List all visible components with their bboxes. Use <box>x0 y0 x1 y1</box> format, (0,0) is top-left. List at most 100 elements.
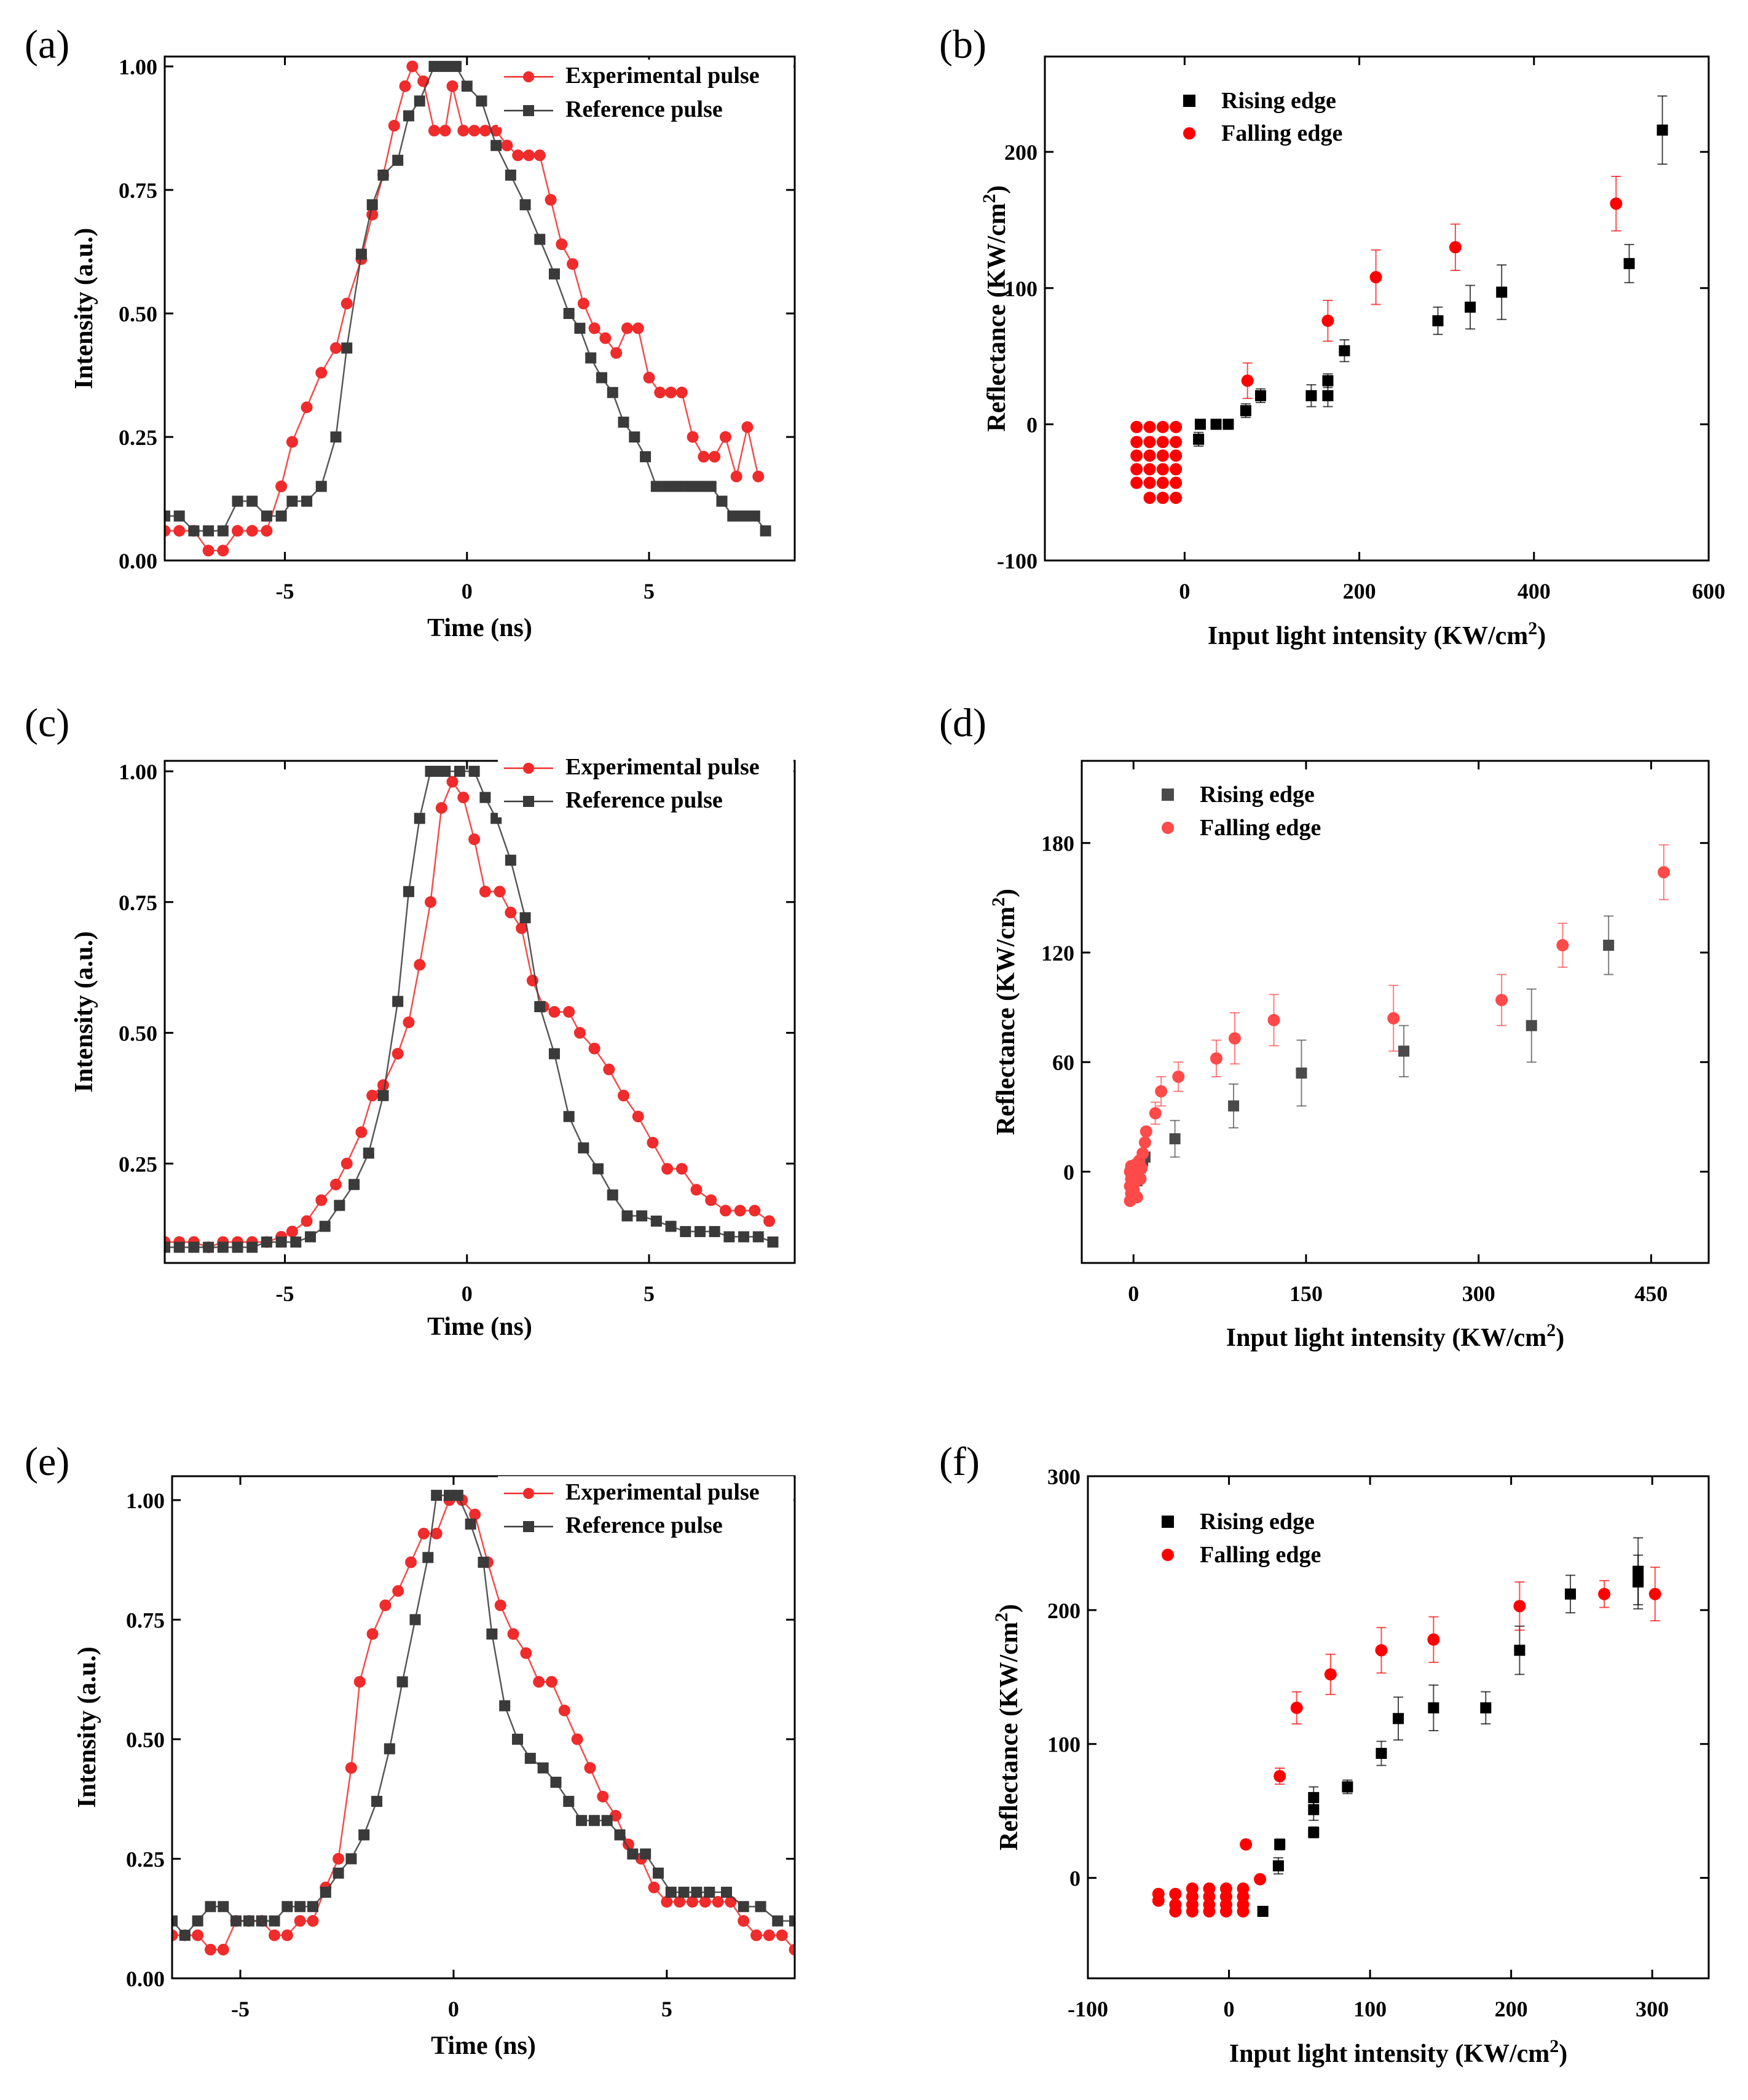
x-axis-label: Time (ns) <box>427 614 532 642</box>
plot-area <box>165 766 779 1253</box>
data-point <box>232 1241 243 1253</box>
data-point <box>699 1896 711 1908</box>
data-point <box>767 1236 779 1248</box>
data-point <box>217 1241 229 1253</box>
data-point <box>1156 476 1169 489</box>
data-point <box>172 1915 178 1927</box>
y-tick-label: 0 <box>1026 412 1037 437</box>
data-point <box>290 1236 302 1248</box>
data-point <box>243 1915 254 1927</box>
data-point <box>173 510 185 522</box>
data-point <box>1428 1702 1439 1713</box>
data-point <box>1255 390 1266 401</box>
data-point <box>1240 1838 1253 1851</box>
data-point <box>409 1614 421 1626</box>
data-point <box>588 1042 600 1055</box>
data-point <box>439 766 451 777</box>
data-point <box>403 886 414 897</box>
data-point <box>345 1762 357 1774</box>
legend-marker <box>1162 788 1174 801</box>
data-point <box>705 1194 717 1206</box>
data-point <box>512 149 524 162</box>
y-tick-label: 0.00 <box>119 549 157 573</box>
data-point <box>636 1210 648 1222</box>
data-point <box>548 1006 561 1018</box>
data-point <box>417 1527 430 1540</box>
data-point <box>1274 1770 1286 1783</box>
data-point <box>585 352 597 364</box>
data-point <box>1194 419 1206 430</box>
x-tick-label: 0 <box>462 579 473 604</box>
data-point <box>231 525 243 537</box>
data-point <box>584 1762 596 1774</box>
data-point <box>1321 314 1334 327</box>
series-second <box>1130 176 1623 505</box>
data-point <box>465 1518 476 1530</box>
data-point <box>1339 345 1350 356</box>
x-tick-label: -5 <box>276 579 294 604</box>
x-axis-label: Input light intensity (KW/cm2) <box>1229 2036 1568 2068</box>
data-point <box>1169 1905 1182 1918</box>
data-point <box>315 481 327 492</box>
data-point <box>246 495 258 507</box>
data-point <box>294 1915 306 1927</box>
plot-area <box>1124 844 1671 1207</box>
x-axis-label: Input light intensity (KW/cm2) <box>1226 1320 1565 1352</box>
data-point <box>661 1163 674 1175</box>
x-tick-label: 5 <box>644 579 655 604</box>
data-point <box>709 450 721 463</box>
x-tick-label: 0 <box>1128 1281 1139 1306</box>
legend-marker <box>523 796 534 807</box>
data-point <box>709 1225 720 1237</box>
data-point <box>294 1901 306 1913</box>
axis-ticks: -100 0 100 200 300 0 100 200 300 <box>1047 1465 1709 2021</box>
data-point <box>403 110 414 122</box>
y-tick-label: 0.50 <box>119 1021 157 1046</box>
data-point <box>686 1896 698 1908</box>
y-tick-label: 100 <box>1047 1732 1081 1757</box>
data-point <box>545 194 557 206</box>
data-point <box>1241 374 1254 387</box>
data-point <box>763 1929 775 1941</box>
data-point <box>650 481 662 492</box>
data-point <box>1308 1804 1320 1815</box>
legend-marker <box>523 763 534 774</box>
data-point <box>1156 420 1169 433</box>
data-point <box>1170 449 1183 462</box>
data-point <box>341 1157 353 1170</box>
data-point <box>494 886 506 898</box>
data-point <box>1257 1906 1269 1917</box>
data-point <box>439 125 451 137</box>
data-point <box>578 1142 589 1154</box>
data-point <box>307 1915 319 1927</box>
data-point <box>1135 1162 1148 1174</box>
y-tick-label: 120 <box>1041 941 1074 965</box>
data-point <box>261 525 273 537</box>
data-point <box>188 525 200 537</box>
data-point <box>486 1628 498 1640</box>
data-point <box>1565 1588 1577 1600</box>
data-point <box>392 154 404 166</box>
data-point <box>588 322 600 334</box>
data-point <box>490 125 502 137</box>
data-point <box>1143 420 1156 433</box>
data-point <box>661 1896 673 1908</box>
data-point <box>363 1147 374 1159</box>
y-tick-label: 0.00 <box>126 1967 165 1991</box>
data-point <box>396 1676 408 1688</box>
legend-label: Reference pulse <box>565 96 723 122</box>
data-point <box>422 1552 434 1563</box>
axis-ticks: -5 0 5 0.00 0.25 0.50 0.75 1.00 <box>119 55 795 604</box>
data-point <box>281 1901 293 1913</box>
data-point <box>632 322 644 334</box>
data-point <box>366 1628 379 1640</box>
legend-marker <box>523 71 534 82</box>
x-axis-label: Input light intensity (KW/cm2) <box>1208 618 1546 650</box>
data-point <box>1610 197 1623 210</box>
legend-marker <box>1162 822 1174 834</box>
legend-marker <box>1162 1516 1174 1528</box>
data-point <box>414 812 425 824</box>
data-point <box>610 347 623 359</box>
data-point <box>457 125 470 137</box>
data-point <box>601 1815 613 1827</box>
